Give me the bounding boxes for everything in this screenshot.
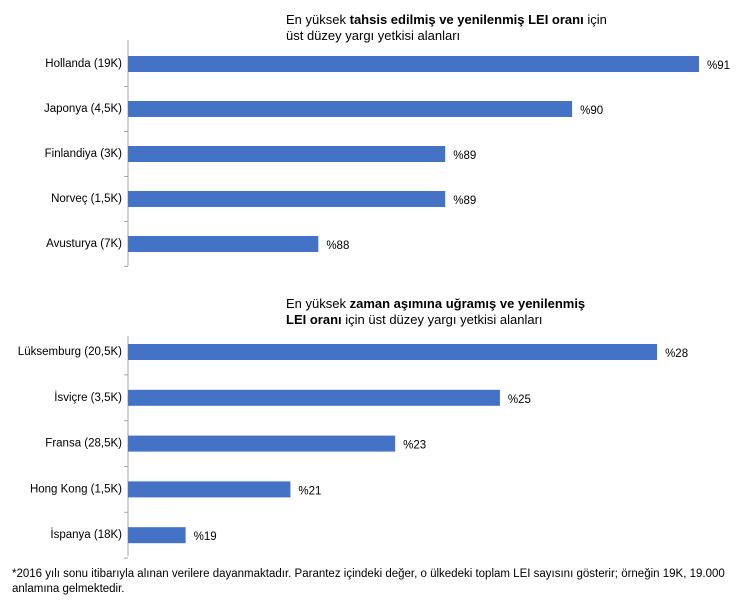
category-label: Hollanda (19K) [45, 58, 122, 70]
bar [128, 191, 446, 207]
title-segment: zaman aşımına uğramış ve yenilenmiş [349, 296, 586, 311]
title-segment: üst düzey yargı yetkisi alanları [286, 28, 461, 43]
bar [128, 236, 319, 252]
value-label: %28 [665, 348, 688, 360]
title-segment: En yüksek [286, 296, 346, 311]
value-label: %91 [707, 60, 730, 72]
chart-title: En yüksek zaman aşımına uğramış ve yenile… [286, 296, 585, 328]
chart-title: En yüksek tahsis edilmiş ve yenilenmiş LE… [286, 12, 607, 44]
category-label: İspanya (18K) [50, 528, 122, 541]
footnote: *2016 yılı sonu itibarıyla alınan verile… [12, 568, 725, 595]
bar [128, 435, 396, 452]
category-label: Fransa (28,5K) [45, 438, 122, 450]
bar [128, 101, 573, 117]
bar [128, 56, 699, 72]
value-label: %21 [298, 485, 321, 497]
value-label: %23 [403, 440, 426, 452]
value-label: %25 [508, 394, 531, 406]
value-label: %89 [453, 195, 476, 207]
category-label: Hong Kong (1,5K) [30, 483, 122, 495]
title-line: üst düzey yargı yetkisi alanları [286, 28, 607, 44]
value-label: %88 [326, 240, 349, 252]
title-segment: için [587, 12, 607, 27]
category-label: Norveç (1,5K) [51, 193, 122, 205]
title-segment: En yüksek [286, 12, 346, 27]
category-label: Japonya (4,5K) [44, 103, 122, 115]
value-label: %89 [453, 150, 476, 162]
bar [128, 344, 658, 360]
category-label: İsviçre (3,5K) [54, 391, 122, 404]
category-label: Finlandiya (3K) [45, 148, 123, 160]
value-label: %90 [580, 105, 603, 117]
title-segment: için üst düzey yargı yetkisi alanları [345, 312, 543, 327]
bar [128, 146, 446, 162]
title-segment: LEI oranı [286, 312, 342, 327]
bar [128, 389, 500, 406]
title-line: LEI oranı için üst düzey yargı yetkisi al… [286, 312, 585, 328]
bar [128, 527, 186, 544]
bar [128, 481, 291, 498]
category-label: Avusturya (7K) [46, 238, 122, 250]
title-segment: tahsis edilmiş ve yenilenmiş LEI oranı [349, 12, 584, 27]
title-line: En yüksek zaman aşımına uğramış ve yenile… [286, 296, 585, 312]
title-line: En yüksek tahsis edilmiş ve yenilenmiş LE… [286, 12, 607, 28]
value-label: %19 [194, 531, 217, 543]
category-label: Lüksemburg (20,5K) [18, 346, 122, 358]
